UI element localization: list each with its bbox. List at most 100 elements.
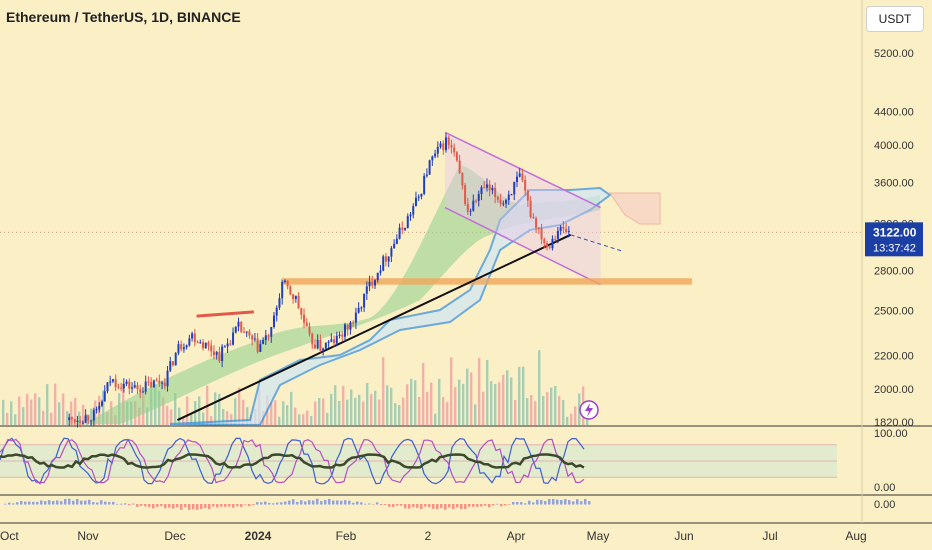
candle-body — [171, 361, 174, 366]
histogram-bar — [492, 504, 495, 506]
volume-bar — [462, 383, 465, 425]
volume-bar — [390, 387, 393, 425]
histogram-bar — [124, 503, 127, 505]
histogram-bar — [264, 501, 267, 505]
countdown-label: 13:37:42 — [873, 242, 916, 254]
histogram-bar — [508, 504, 511, 505]
volume-bar — [438, 378, 441, 425]
histogram-bar — [228, 504, 231, 507]
candle-body — [147, 381, 150, 383]
candle-body — [420, 193, 423, 197]
candle-body — [185, 345, 188, 348]
histogram-bar — [48, 500, 51, 505]
histogram-bar — [44, 501, 47, 505]
histogram-bar — [416, 504, 419, 508]
candle-body — [248, 331, 251, 336]
volume-bar — [426, 391, 429, 425]
histogram-bar — [96, 502, 99, 505]
histogram-bar — [388, 504, 391, 507]
volume-bar — [362, 401, 365, 425]
volume-bar — [10, 401, 13, 425]
candle-body — [87, 415, 90, 421]
candle-body — [109, 381, 112, 383]
candle-body — [84, 415, 87, 423]
candle-body — [303, 314, 306, 323]
histogram-bar — [40, 500, 43, 505]
candle-body — [365, 286, 368, 294]
histogram-bar — [248, 504, 251, 507]
histogram-bar — [12, 503, 15, 505]
volume-bar — [534, 401, 537, 425]
currency-button[interactable]: USDT — [866, 6, 924, 32]
histogram-bar — [104, 501, 107, 505]
candle-body — [502, 203, 505, 205]
volume-bar — [386, 385, 389, 425]
time-tick-label: Nov — [77, 529, 98, 543]
histogram-bar — [472, 504, 475, 507]
candle-body — [210, 345, 213, 352]
volume-bar — [86, 414, 89, 425]
histogram-bar — [216, 504, 219, 508]
histogram-bar — [156, 504, 159, 508]
volume-bar — [294, 407, 297, 425]
candle-body — [267, 335, 270, 337]
histogram-bar — [288, 500, 291, 505]
stoch-tick-label: 100.00 — [874, 428, 908, 440]
volume-bar — [278, 416, 281, 425]
volume-bar — [474, 404, 477, 425]
histogram-bar — [240, 504, 243, 508]
histogram-bar — [292, 499, 295, 505]
volume-bar — [586, 416, 589, 425]
histogram-bar — [580, 501, 583, 505]
histogram-bar — [280, 502, 283, 505]
histogram-bar — [56, 500, 59, 505]
candle-body — [264, 335, 267, 341]
volume-bar — [30, 399, 33, 425]
price-tick-label: 2800.00 — [874, 266, 914, 278]
histogram-bar — [496, 503, 499, 505]
histogram-bar — [212, 504, 215, 507]
lightning-glyph — [585, 403, 593, 417]
volume-bar — [14, 414, 17, 425]
histogram-bar — [564, 499, 567, 505]
histogram-bar — [308, 500, 311, 505]
volume-bar — [546, 392, 549, 425]
candle-body — [360, 307, 363, 309]
volume-bar — [58, 402, 61, 425]
candle-body — [232, 332, 235, 345]
stoch-k-line — [0, 437, 585, 485]
histogram-bar — [336, 500, 339, 505]
candle-body — [483, 187, 486, 189]
candle-body — [554, 238, 557, 240]
histogram-bar — [448, 504, 451, 508]
candle-body — [259, 343, 262, 352]
candle-body — [477, 194, 480, 201]
volume-bar — [454, 387, 457, 425]
time-tick-label: Feb — [336, 529, 357, 543]
volume-bar — [290, 391, 293, 425]
histogram-bar — [312, 500, 315, 505]
candle-body — [202, 342, 205, 349]
volume-bar — [446, 402, 449, 425]
volume-bar — [542, 395, 545, 425]
candle-body — [191, 333, 194, 339]
volume-bar — [274, 400, 277, 425]
candle-body — [518, 173, 521, 177]
blue-band — [169, 186, 612, 427]
volume-bar — [450, 357, 453, 425]
candle-body — [204, 342, 207, 349]
candle-body — [450, 144, 453, 148]
candle-body — [273, 315, 275, 327]
volume-bar — [538, 350, 541, 425]
candle-body — [543, 239, 546, 244]
candle-body — [215, 351, 218, 356]
candle-body — [425, 174, 428, 176]
candle-body — [455, 152, 458, 161]
candle-body — [158, 380, 161, 384]
volume-bar — [94, 400, 97, 425]
candle-body — [417, 196, 420, 198]
volume-bar — [570, 413, 573, 425]
candle-body — [141, 391, 144, 393]
histogram-bar — [92, 502, 95, 505]
